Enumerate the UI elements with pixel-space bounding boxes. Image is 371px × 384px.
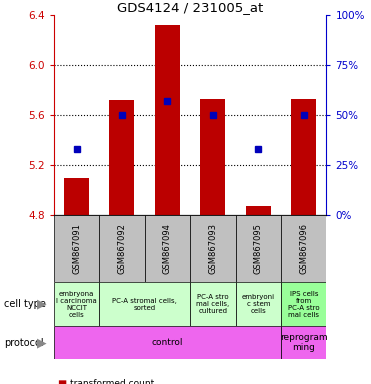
Bar — [236, 215, 281, 282]
Text: PC-A stro
mal cells,
cultured: PC-A stro mal cells, cultured — [196, 294, 230, 314]
Bar — [236, 282, 281, 326]
Bar — [291, 99, 316, 215]
Text: GSM867093: GSM867093 — [209, 223, 217, 274]
Text: IPS cells
from
PC-A stro
mal cells: IPS cells from PC-A stro mal cells — [288, 291, 319, 318]
Bar — [281, 326, 326, 359]
Text: GSM867091: GSM867091 — [72, 223, 81, 274]
Text: GSM867094: GSM867094 — [163, 223, 172, 274]
Text: cell type: cell type — [4, 299, 46, 310]
Text: GSM867092: GSM867092 — [118, 223, 127, 274]
Bar — [99, 282, 190, 326]
Bar — [64, 178, 89, 215]
Text: reprogram
ming: reprogram ming — [280, 333, 328, 353]
Bar — [246, 206, 271, 215]
Text: PC-A stromal cells,
sorted: PC-A stromal cells, sorted — [112, 298, 177, 311]
Text: GSM867095: GSM867095 — [254, 223, 263, 274]
Text: ▶: ▶ — [37, 298, 46, 311]
Bar — [281, 282, 326, 326]
Bar — [155, 25, 180, 215]
Bar — [109, 100, 134, 215]
Bar — [54, 215, 99, 282]
Text: GSM867096: GSM867096 — [299, 223, 308, 274]
Bar — [190, 282, 236, 326]
Bar — [54, 326, 281, 359]
Text: embryoni
c stem
cells: embryoni c stem cells — [242, 294, 275, 314]
Bar — [200, 99, 225, 215]
Text: protocol: protocol — [4, 338, 43, 348]
Text: ■: ■ — [58, 379, 67, 384]
Text: ▶: ▶ — [37, 336, 46, 349]
Bar — [54, 282, 99, 326]
Text: transformed count: transformed count — [70, 379, 155, 384]
Bar — [190, 215, 236, 282]
Text: control: control — [152, 338, 183, 347]
Title: GDS4124 / 231005_at: GDS4124 / 231005_at — [117, 1, 263, 14]
Bar — [145, 215, 190, 282]
Bar — [281, 215, 326, 282]
Bar — [99, 215, 145, 282]
Text: embryona
l carcinoma
NCCIT
cells: embryona l carcinoma NCCIT cells — [56, 291, 97, 318]
